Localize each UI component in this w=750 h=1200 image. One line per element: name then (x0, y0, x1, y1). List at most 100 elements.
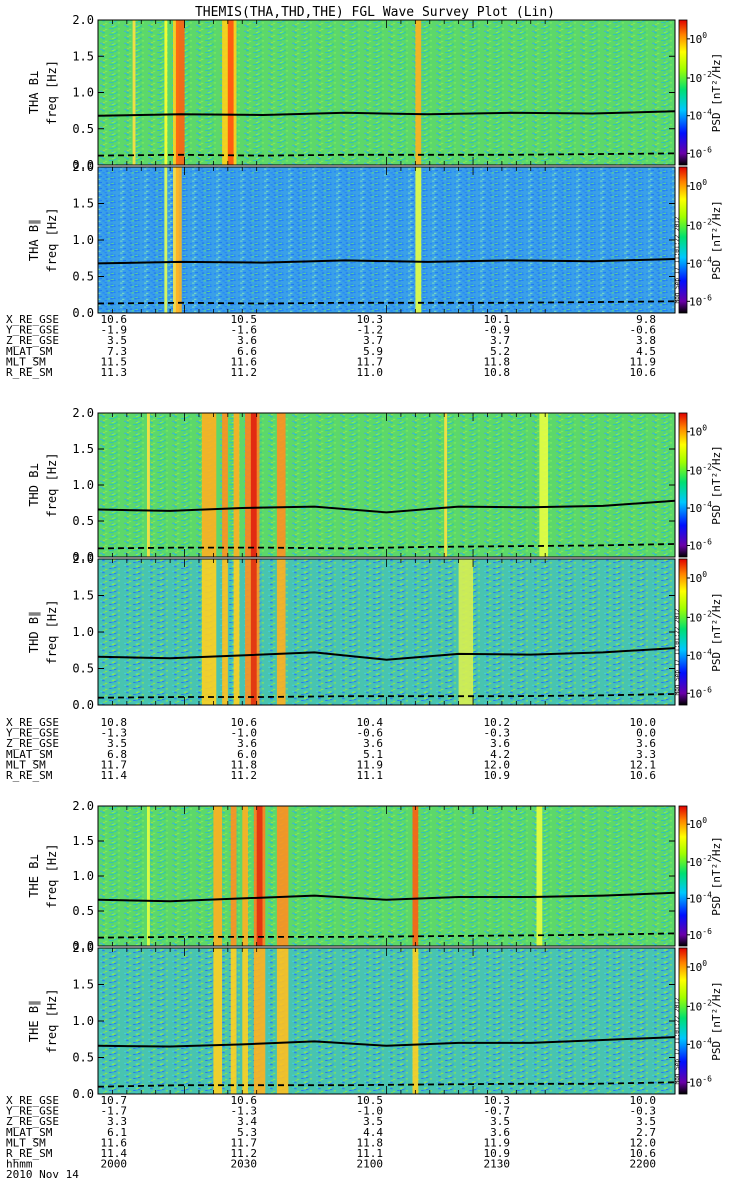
ephemeris-value: 11.3 (101, 366, 128, 379)
ephemeris-value: 5.2 (490, 345, 510, 358)
plot-title: THEMIS(THA,THD,THE) FGL Wave Survey Plot… (195, 5, 555, 20)
freq-tick-label: 1.0 (72, 625, 94, 639)
colorbar-gradient (679, 559, 687, 705)
freq-tick-label: 0.0 (72, 158, 94, 172)
ephemeris-value: 9.8 (636, 313, 656, 326)
bright-band (253, 948, 266, 1094)
panel-ylabel: THD B∥ (27, 611, 41, 653)
ephemeris-row-label: Z_RE_GSE (6, 737, 59, 750)
ephemeris-value: 2030 (231, 1158, 258, 1171)
dashed-trace-line (97, 693, 676, 699)
ephemeris-value: 10.5 (357, 1094, 384, 1107)
ephemeris-value: 0.0 (636, 727, 656, 740)
ephemeris-value: 3.7 (490, 334, 510, 347)
solid-trace-line (97, 891, 676, 903)
bright-band (213, 806, 223, 946)
bright-band (164, 167, 168, 313)
colorbar: 100 10-2 10-4 10-6 PSD [nT²/Hz] (678, 412, 723, 558)
freq-tick-label: 1.5 (72, 197, 94, 211)
freq-tick-label: 0.5 (72, 270, 94, 284)
ephemeris-value: 4.5 (636, 345, 656, 358)
freq-tick-label: 0.5 (72, 662, 94, 676)
colorbar-label: PSD [nT²/Hz] (710, 981, 723, 1060)
freq-tick-label: 1.5 (72, 589, 94, 603)
ephemeris-value: 7.3 (107, 345, 127, 358)
ephemeris-row-label: MLT_SM (6, 758, 46, 771)
ephemeris-value: -1.3 (101, 727, 128, 740)
ephemeris-value: 2000 (101, 1158, 128, 1171)
freq-axis-label: freq [Hz] (45, 843, 59, 908)
bright-band (458, 559, 473, 705)
solid-trace-line (97, 499, 676, 514)
ephemeris-row-label: MLAT_SM (6, 1126, 53, 1139)
colorbar-gradient (679, 948, 687, 1094)
freq-tick-label: 1.0 (72, 233, 94, 247)
bright-band (242, 806, 249, 946)
ephemeris-value: 5.3 (237, 1126, 257, 1139)
ephemeris-value: -1.9 (101, 324, 128, 337)
ephemeris-value: 5.9 (363, 345, 383, 358)
ephemeris-value: 3.3 (636, 748, 656, 761)
freq-tick-label: 0.5 (72, 514, 94, 528)
ephemeris-value: 12.1 (630, 758, 657, 771)
colorbar-tick-label: 10-6 (689, 145, 712, 160)
ephemeris-value: 3.6 (237, 737, 257, 750)
ephemeris-value: -1.6 (231, 324, 258, 337)
spectrogram-background (98, 413, 675, 557)
ephemeris-value: 10.0 (630, 716, 657, 729)
spectrogram-panel-2: 0.0 0.5 1.0 1.5 2.0 THA B∥ freq [Hz] 100 10-2 10-… (27, 160, 723, 320)
freq-tick-label: 2.0 (72, 13, 94, 27)
bright-band (227, 20, 234, 165)
ephemeris-value: 11.2 (231, 769, 258, 782)
solid-trace-line (97, 1036, 676, 1048)
ephemeris-value: 3.5 (363, 1115, 383, 1128)
freq-tick-label: 1.0 (72, 869, 94, 883)
colorbar-tick-label: 10-6 (689, 293, 712, 308)
colorbar-tick-label: 100 (689, 424, 707, 439)
spectrogram-panel-3: 0.0 0.5 1.0 1.5 2.0 THD B⊥ freq [Hz] 100 10-2 10-… (27, 406, 723, 564)
ephemeris-value: 10.9 (484, 1147, 511, 1160)
dashed-trace-line (97, 300, 676, 305)
freq-axis-label: freq [Hz] (45, 988, 59, 1053)
ephemeris-value: 11.9 (357, 758, 384, 771)
panel-ylabel: THA B∥ (27, 219, 41, 261)
colorbar-tick-label: 100 (689, 178, 707, 193)
ephemeris-value: 6.0 (237, 748, 257, 761)
ephemeris-value: -0.6 (357, 727, 384, 740)
ephemeris-value: 11.9 (484, 1136, 511, 1149)
colorbar-gradient (679, 806, 687, 946)
ephemeris-value: -0.6 (630, 324, 657, 337)
ephemeris-value: 3.5 (107, 334, 127, 347)
bright-band (164, 20, 168, 165)
freq-tick-label: 0.0 (72, 550, 94, 564)
spectrogram-background (98, 167, 675, 313)
spectrogram-panel-5: 0.0 0.5 1.0 1.5 2.0 THE B⊥ freq [Hz] 100 10-2 10-… (27, 799, 723, 953)
solid-trace-line (97, 110, 676, 117)
ephemeris-value: 6.8 (107, 748, 127, 761)
freq-tick-label: 1.0 (72, 86, 94, 100)
bright-band (415, 167, 422, 313)
panel-ylabel: THD B⊥ (27, 463, 41, 506)
ephemeris-value: 2130 (484, 1158, 511, 1171)
colorbar-tick-label: 10-2 (689, 998, 712, 1013)
panel-ylabel: THA B⊥ (27, 71, 41, 114)
colorbar-tick-label: 10-4 (689, 890, 712, 905)
ephemeris-value: 10.0 (630, 1094, 657, 1107)
colorbar-tick-label: 10-6 (689, 538, 712, 553)
freq-tick-label: 0.0 (72, 939, 94, 953)
bright-band (539, 413, 549, 557)
colorbar: 100 10-2 10-4 10-6 PSD [nT²/Hz] (678, 166, 723, 314)
freq-tick-label: 0.5 (72, 904, 94, 918)
ephemeris-value: 5.1 (363, 748, 383, 761)
bright-band (412, 948, 419, 1094)
ephemeris-value: 2.7 (636, 1126, 656, 1139)
dashed-trace-line (97, 543, 676, 550)
colorbar-tick-label: 10-2 (689, 854, 712, 869)
ephemeris-value: 12.0 (484, 758, 511, 771)
ephemeris-value: -0.3 (630, 1105, 657, 1118)
freq-tick-label: 2.0 (72, 799, 94, 813)
colorbar-tick-label: 10-2 (689, 609, 712, 624)
ephemeris-value: 11.6 (101, 1136, 128, 1149)
colorbar-tick-label: 10-2 (689, 463, 712, 478)
ephemeris-value: 4.4 (363, 1126, 383, 1139)
